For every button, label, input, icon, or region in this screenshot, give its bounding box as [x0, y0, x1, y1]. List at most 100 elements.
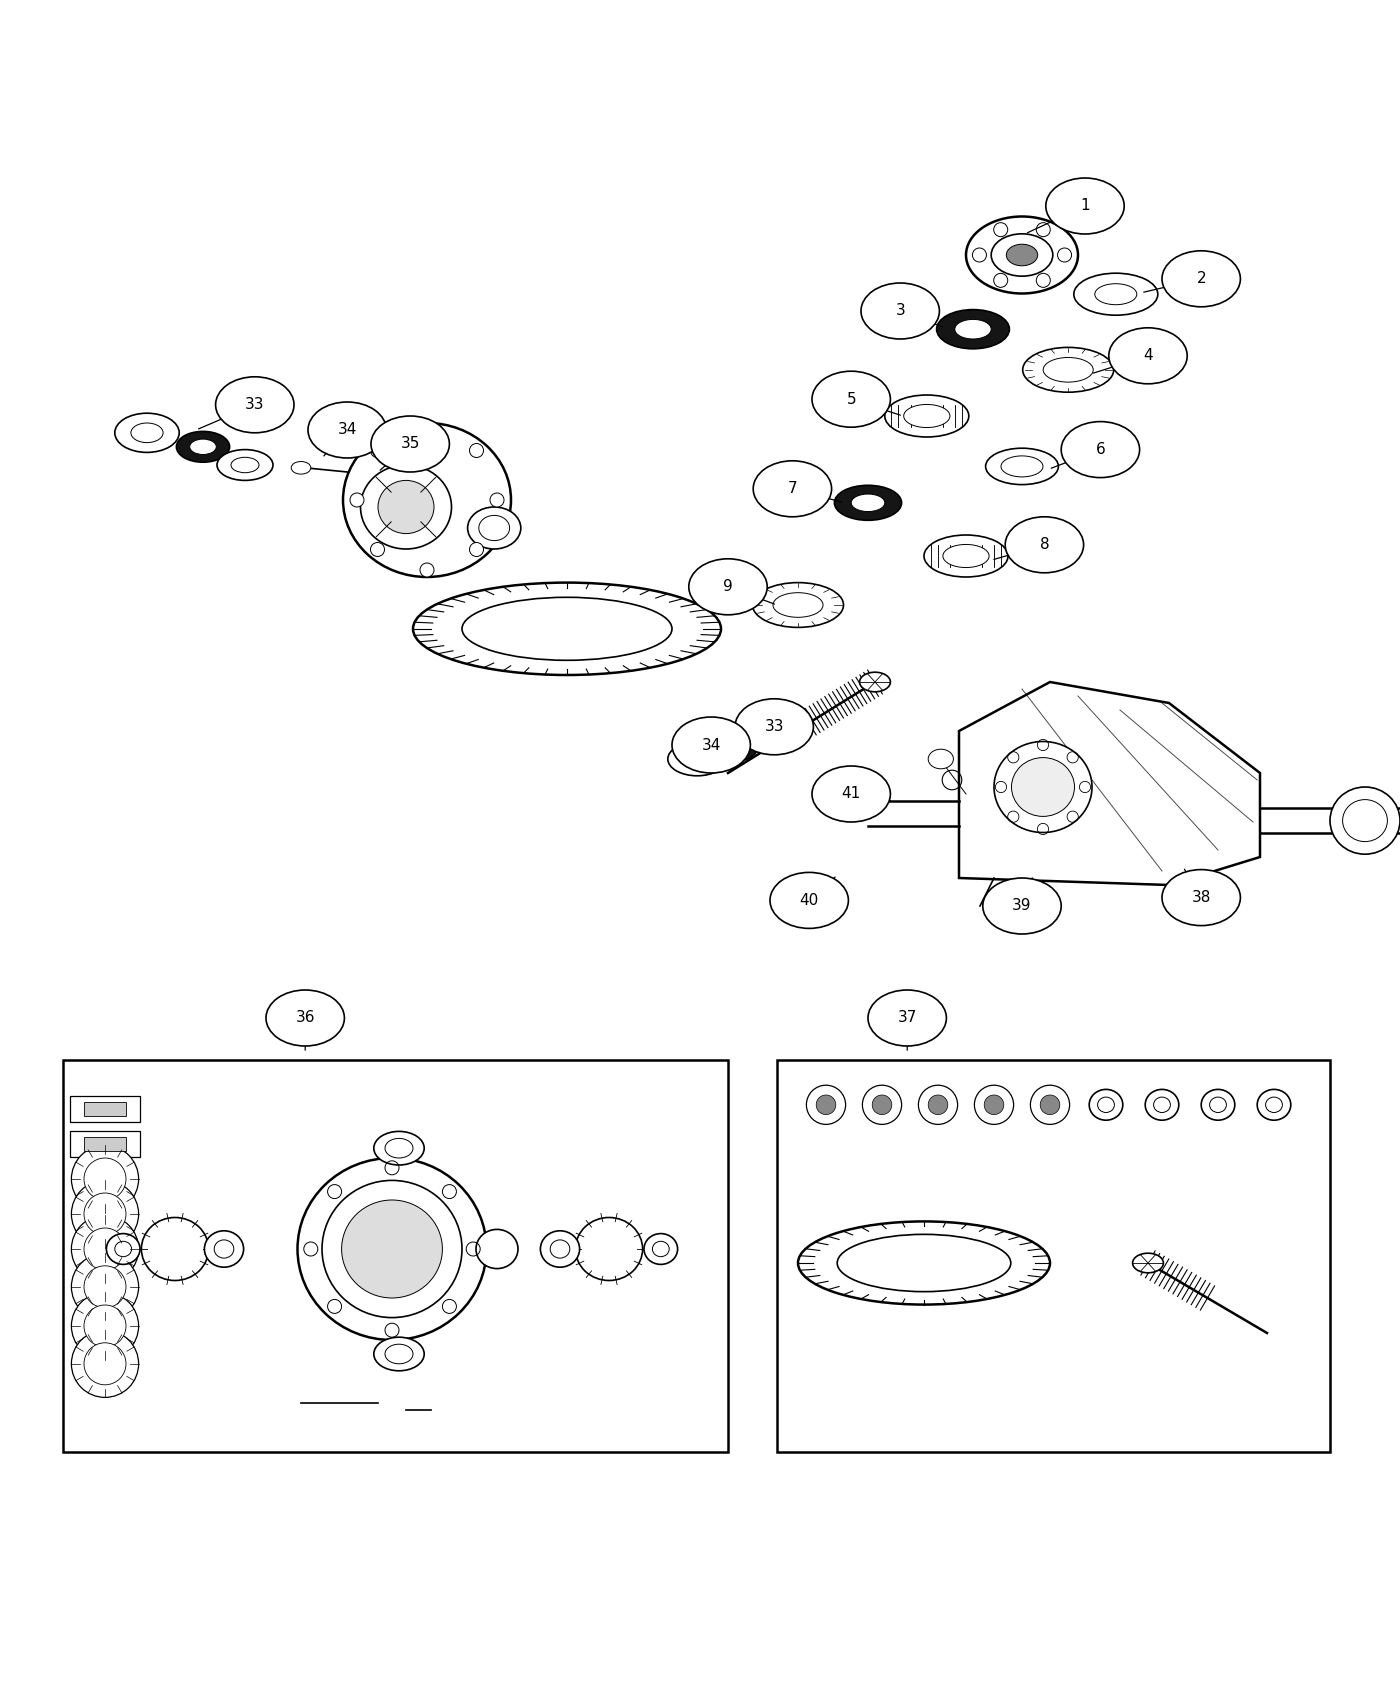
Bar [70, 1132, 140, 1156]
Ellipse shape [115, 413, 179, 452]
Polygon shape [959, 682, 1260, 886]
Text: 3: 3 [896, 304, 904, 318]
Ellipse shape [342, 1200, 442, 1299]
Circle shape [84, 1306, 126, 1346]
Ellipse shape [720, 741, 745, 755]
Ellipse shape [1162, 252, 1240, 306]
Circle shape [862, 1085, 902, 1124]
Text: 2: 2 [1197, 272, 1205, 286]
Text: 33: 33 [764, 719, 784, 734]
Ellipse shape [885, 394, 969, 437]
Ellipse shape [1133, 1253, 1163, 1273]
Ellipse shape [374, 1132, 424, 1164]
Circle shape [71, 1329, 139, 1397]
Ellipse shape [297, 1158, 487, 1340]
Ellipse shape [141, 1217, 209, 1280]
Text: 4: 4 [1144, 348, 1152, 364]
Ellipse shape [291, 461, 311, 474]
Circle shape [420, 423, 434, 437]
Text: 7: 7 [788, 481, 797, 496]
Circle shape [371, 444, 385, 457]
Text: 34: 34 [337, 423, 357, 437]
Ellipse shape [1046, 178, 1124, 235]
Ellipse shape [1201, 1090, 1235, 1120]
Ellipse shape [937, 309, 1009, 348]
Circle shape [469, 444, 483, 457]
Ellipse shape [308, 401, 386, 457]
Circle shape [816, 1095, 836, 1115]
Circle shape [71, 1146, 139, 1212]
Ellipse shape [994, 741, 1092, 833]
Bar [84, 1102, 126, 1115]
Ellipse shape [1089, 1090, 1123, 1120]
Ellipse shape [735, 699, 813, 755]
Text: 39: 39 [1012, 899, 1032, 913]
Ellipse shape [966, 216, 1078, 294]
Ellipse shape [217, 449, 273, 481]
Text: 41: 41 [841, 787, 861, 801]
Ellipse shape [575, 1217, 643, 1280]
Ellipse shape [752, 583, 843, 627]
Circle shape [1040, 1095, 1060, 1115]
Bar [63, 1061, 728, 1452]
Ellipse shape [991, 235, 1053, 275]
Circle shape [84, 1158, 126, 1200]
Ellipse shape [798, 1221, 1050, 1304]
Ellipse shape [216, 377, 294, 434]
Circle shape [918, 1085, 958, 1124]
Ellipse shape [851, 495, 885, 512]
Text: 33: 33 [245, 398, 265, 413]
Ellipse shape [371, 416, 449, 473]
Ellipse shape [1061, 422, 1140, 478]
Ellipse shape [860, 672, 890, 692]
Ellipse shape [106, 1234, 140, 1265]
Text: 37: 37 [897, 1010, 917, 1025]
Ellipse shape [189, 439, 216, 454]
Circle shape [371, 542, 385, 556]
Ellipse shape [1330, 787, 1400, 853]
Ellipse shape [812, 371, 890, 427]
Bar [777, 1061, 1330, 1452]
Circle shape [84, 1227, 126, 1270]
Ellipse shape [322, 1180, 462, 1318]
Text: 5: 5 [847, 391, 855, 406]
Text: 38: 38 [1191, 891, 1211, 904]
Circle shape [928, 1095, 948, 1115]
Ellipse shape [374, 1338, 424, 1370]
Circle shape [984, 1095, 1004, 1115]
Circle shape [974, 1085, 1014, 1124]
Ellipse shape [1022, 347, 1114, 393]
Ellipse shape [1005, 517, 1084, 573]
Ellipse shape [1001, 456, 1043, 478]
Text: 35: 35 [400, 437, 420, 452]
Circle shape [84, 1193, 126, 1234]
Ellipse shape [837, 1234, 1011, 1292]
Ellipse shape [812, 767, 890, 823]
Ellipse shape [1109, 328, 1187, 384]
Circle shape [420, 563, 434, 576]
Circle shape [71, 1216, 139, 1282]
Ellipse shape [343, 423, 511, 576]
Ellipse shape [672, 717, 750, 774]
Ellipse shape [540, 1231, 580, 1266]
Ellipse shape [1011, 758, 1075, 816]
Ellipse shape [668, 743, 727, 775]
Bar [70, 1096, 140, 1122]
Circle shape [806, 1085, 846, 1124]
Text: 40: 40 [799, 892, 819, 908]
Bar [84, 1137, 126, 1151]
Ellipse shape [1043, 357, 1093, 382]
Ellipse shape [770, 872, 848, 928]
Ellipse shape [468, 507, 521, 549]
Ellipse shape [986, 449, 1058, 484]
Ellipse shape [1145, 1090, 1179, 1120]
Circle shape [84, 1343, 126, 1385]
Ellipse shape [204, 1231, 244, 1266]
Ellipse shape [176, 432, 230, 462]
Ellipse shape [924, 536, 1008, 576]
Circle shape [1030, 1085, 1070, 1124]
Ellipse shape [413, 583, 721, 675]
Text: 34: 34 [701, 738, 721, 753]
Ellipse shape [955, 320, 991, 338]
Ellipse shape [361, 466, 451, 549]
